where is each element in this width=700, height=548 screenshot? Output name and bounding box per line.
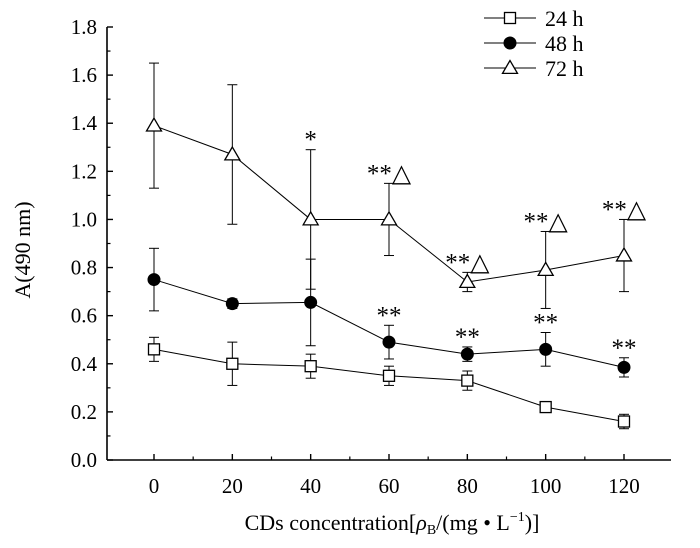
x-axis-label: CDs concentration[ρB/(mg • L−1)] xyxy=(245,510,540,538)
x-tick-label: 100 xyxy=(530,474,562,498)
data-point xyxy=(302,210,320,226)
significance-mark: ** xyxy=(612,335,637,362)
legend-item: 72 h xyxy=(484,56,584,81)
y-tick-label: 1.6 xyxy=(71,63,97,87)
x-axis-label-sup: −1 xyxy=(510,510,525,525)
y-tick-label: 0.2 xyxy=(71,400,97,424)
y-tick-label: 1.2 xyxy=(71,159,97,183)
data-point xyxy=(304,360,317,373)
data-point xyxy=(617,415,631,428)
y-tick-label: 0.8 xyxy=(71,256,97,280)
significance-mark: ** xyxy=(455,324,480,351)
y-axis-label: A(490 nm) xyxy=(10,201,35,298)
data-point xyxy=(225,297,239,311)
series-24h xyxy=(147,336,631,430)
x-tick-label: 40 xyxy=(300,474,321,498)
significance-mark: **△ xyxy=(524,208,569,235)
data-point xyxy=(461,374,474,387)
legend-item: 48 h xyxy=(484,31,584,56)
legend-marker xyxy=(503,36,517,50)
legend-marker xyxy=(501,59,519,75)
x-axis-label-rho: ρ xyxy=(415,510,427,535)
y-tick-label: 0.4 xyxy=(71,352,98,376)
x-tick-label: 120 xyxy=(608,474,640,498)
series-48h xyxy=(147,247,631,378)
x-axis-label-sub: B xyxy=(427,523,436,538)
significance-mark: ** xyxy=(533,310,558,337)
legend-label: 48 h xyxy=(545,31,584,56)
y-tick-label: 1.0 xyxy=(71,207,97,231)
legend-label: 24 h xyxy=(545,6,584,31)
y-tick-label: 1.4 xyxy=(71,111,98,135)
significance-mark: ** xyxy=(377,302,402,329)
x-tick-label: 80 xyxy=(457,474,478,498)
legend-item: 24 h xyxy=(484,6,584,31)
significance-mark: * xyxy=(304,127,317,154)
x-axis-label-main: CDs concentration[ xyxy=(245,510,417,535)
data-point xyxy=(615,246,633,262)
x-axis-label-end: )] xyxy=(525,510,540,535)
data-point xyxy=(537,261,555,277)
data-point xyxy=(382,335,396,349)
significance-mark: **△ xyxy=(367,160,412,187)
data-point xyxy=(226,357,239,370)
data-point xyxy=(304,295,318,309)
y-tick-label: 0.0 xyxy=(71,448,97,472)
data-point xyxy=(539,342,553,356)
series-72h xyxy=(145,62,633,309)
y-tick-label: 1.8 xyxy=(71,15,97,39)
data-point xyxy=(223,145,241,161)
data-point xyxy=(147,273,161,287)
data-point xyxy=(147,343,161,356)
significance-annotations: ***********△**△**△ **△ xyxy=(304,127,646,362)
legend: 24 h48 h72 h xyxy=(484,6,584,81)
axes: 0.0 0.2 0.4 0.6 0.8 1.0 1.2 1.4 1.6 1.8 0 20 40 60 80 1… xyxy=(71,15,671,498)
data-point xyxy=(380,210,398,226)
data-point xyxy=(145,116,163,132)
x-axis-label-unit: /(mg • L xyxy=(436,510,510,535)
data-point xyxy=(382,369,396,382)
data-point xyxy=(617,360,631,374)
significance-mark: **△ xyxy=(602,196,647,223)
data-point xyxy=(458,273,476,289)
data-point xyxy=(539,400,552,414)
data-point xyxy=(460,347,474,361)
legend-marker xyxy=(503,11,517,25)
y-tick-label: 0.6 xyxy=(71,304,97,328)
significance-mark: **△ xyxy=(445,249,490,276)
x-tick-label: 60 xyxy=(379,474,400,498)
x-tick-label: 20 xyxy=(222,474,243,498)
legend-label: 72 h xyxy=(545,56,584,81)
series-group xyxy=(145,62,633,430)
x-tick-label: 0 xyxy=(149,474,160,498)
